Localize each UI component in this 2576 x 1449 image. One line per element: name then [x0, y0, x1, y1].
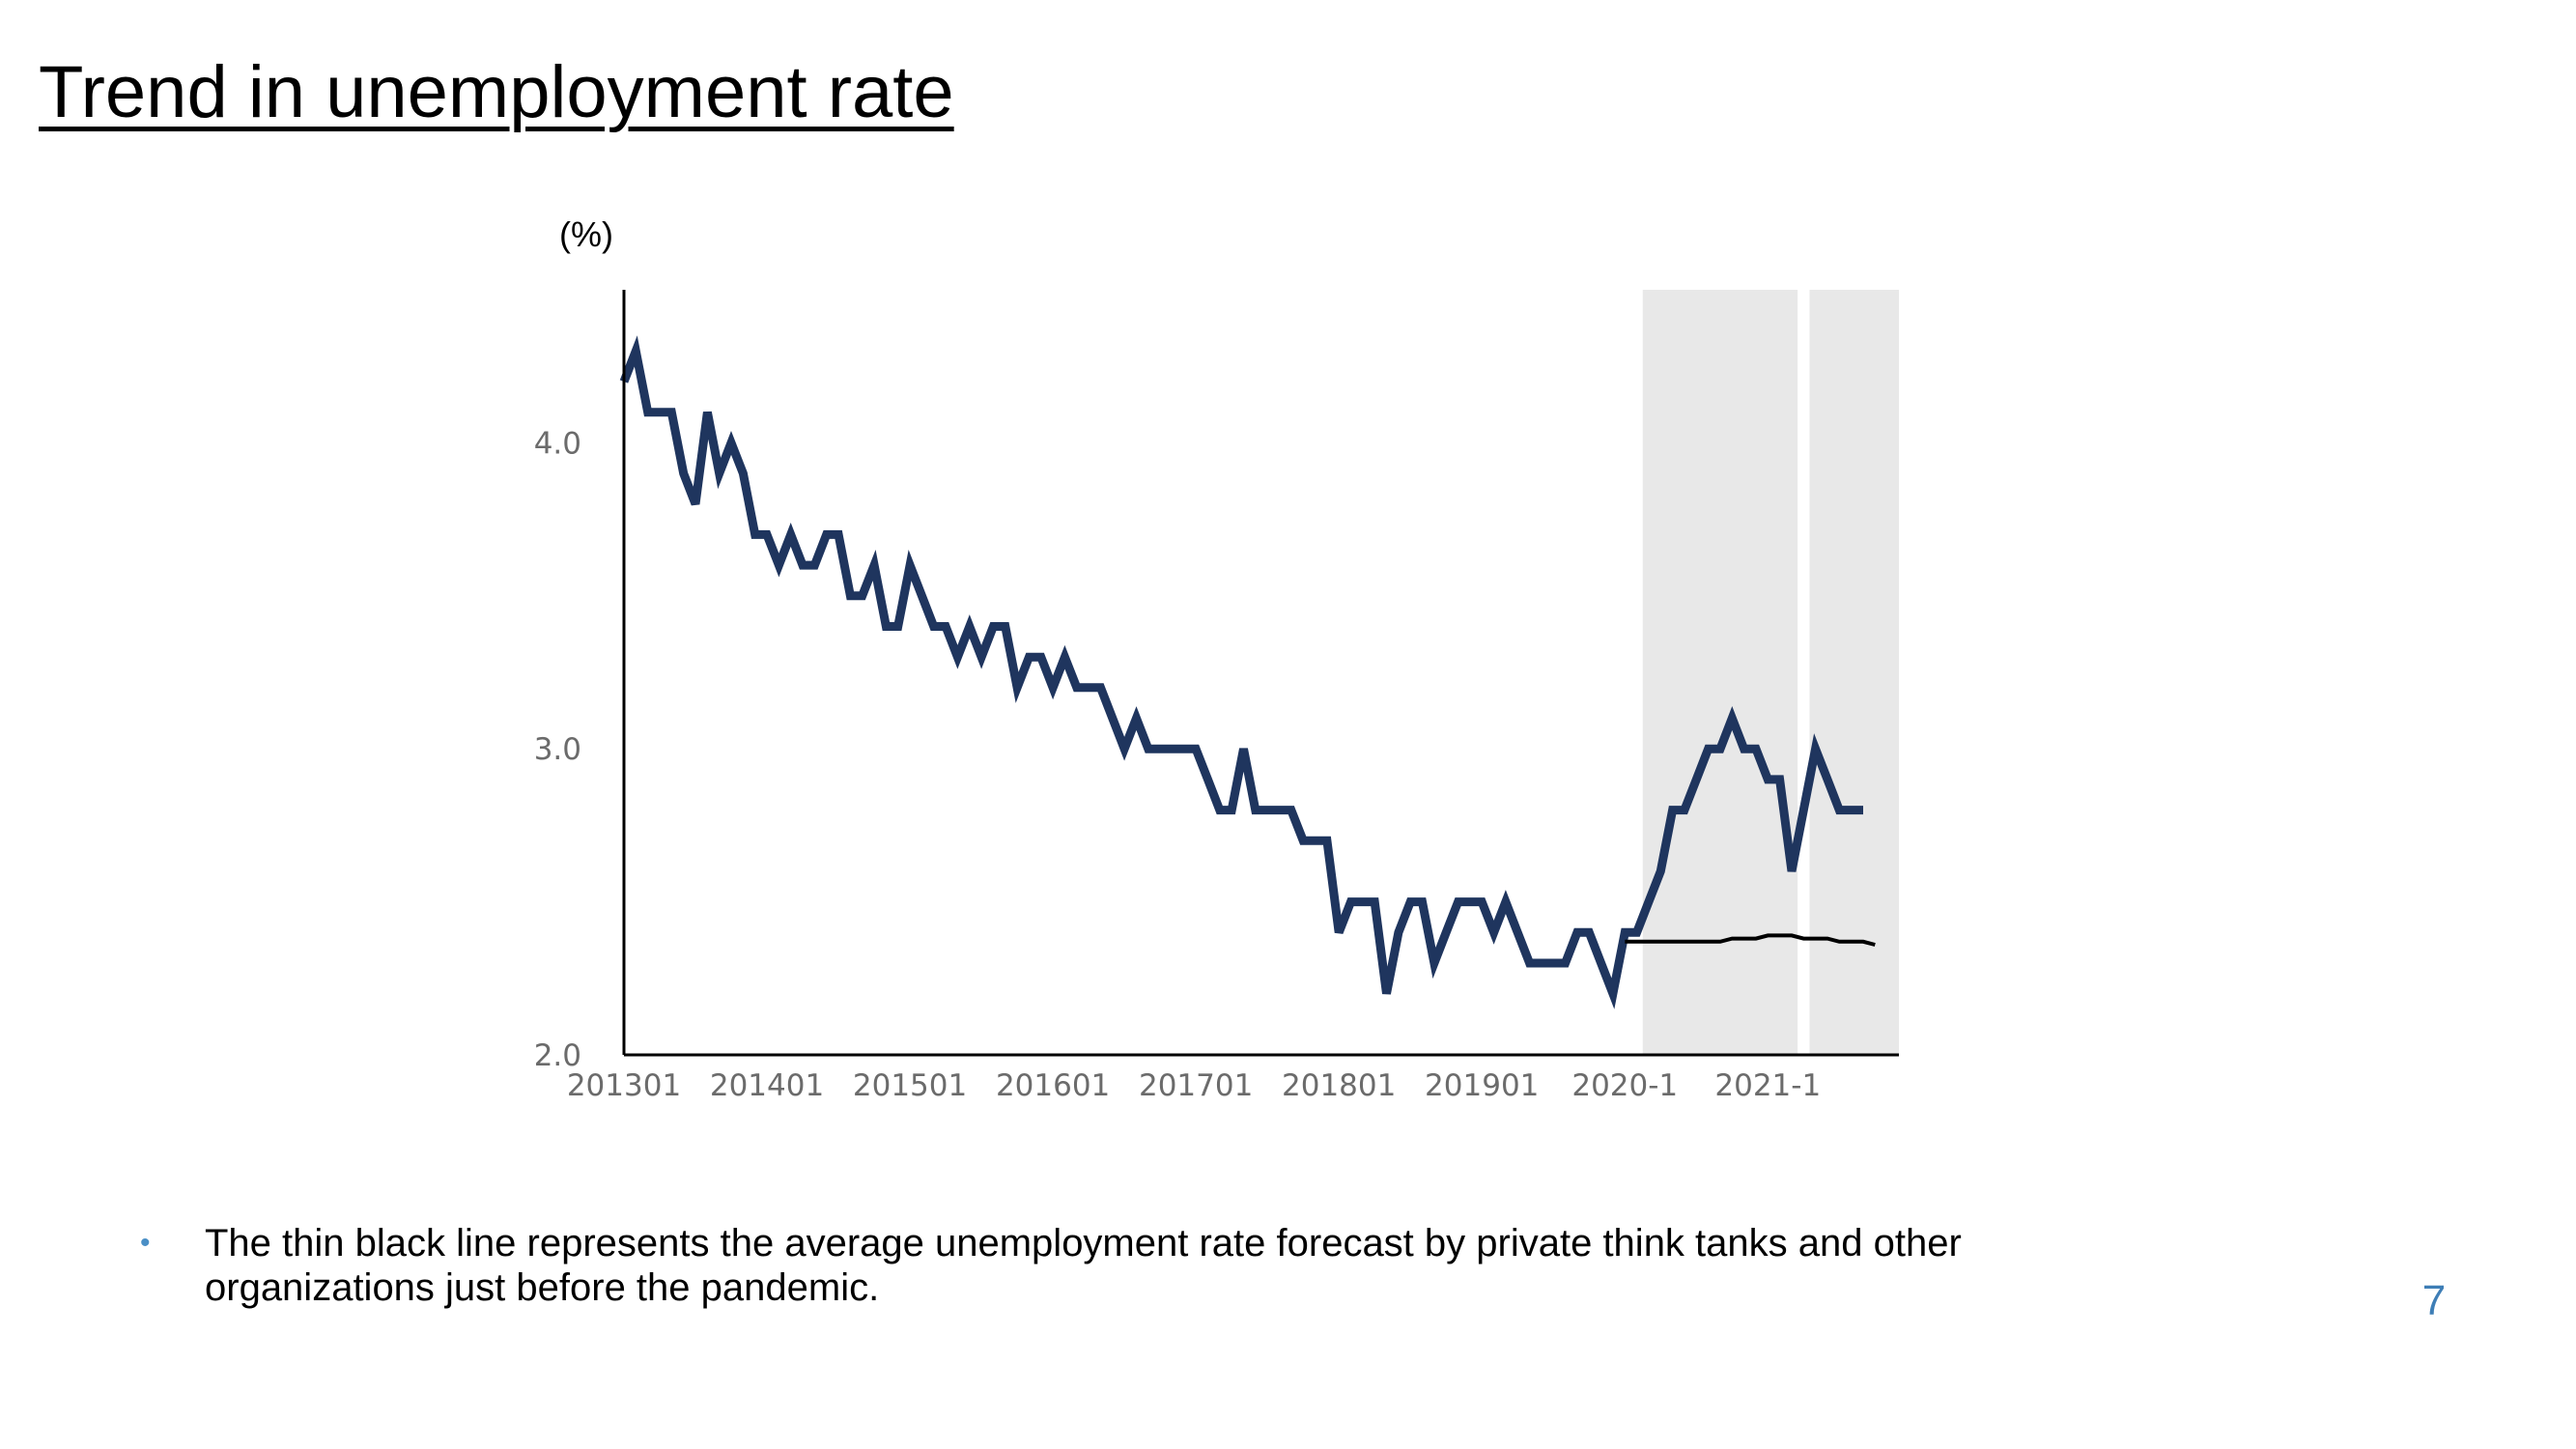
- shaded-period-1: [1642, 290, 1798, 1055]
- y-tick-label: 4.0: [534, 426, 581, 461]
- x-tick-label: 2021-1: [1714, 1068, 1821, 1103]
- page-title: Trend in unemployment rate: [39, 51, 954, 133]
- x-tick-label: 2020-1: [1571, 1068, 1678, 1103]
- x-tick-label: 201601: [996, 1068, 1110, 1103]
- footnote-text: The thin black line represents the avera…: [205, 1222, 1962, 1309]
- shaded-period-2: [1809, 290, 1899, 1055]
- bullet-icon: •: [140, 1227, 151, 1259]
- x-tick-label: 201301: [567, 1068, 681, 1103]
- x-tick-label: 201801: [1282, 1068, 1396, 1103]
- x-tick-label: 201901: [1425, 1068, 1539, 1103]
- actual-unemployment-line: [619, 335, 1863, 1009]
- x-tick-label: 201501: [853, 1068, 967, 1103]
- forecast-line: [1625, 933, 1876, 947]
- y-tick-label: 2.0: [534, 1038, 581, 1073]
- y-tick-label: 3.0: [534, 732, 581, 767]
- x-tick-label: 201401: [710, 1068, 824, 1103]
- page-number: 7: [2421, 1277, 2447, 1324]
- x-tick-label: 201701: [1139, 1068, 1253, 1103]
- y-axis-unit-label: (%): [559, 214, 613, 254]
